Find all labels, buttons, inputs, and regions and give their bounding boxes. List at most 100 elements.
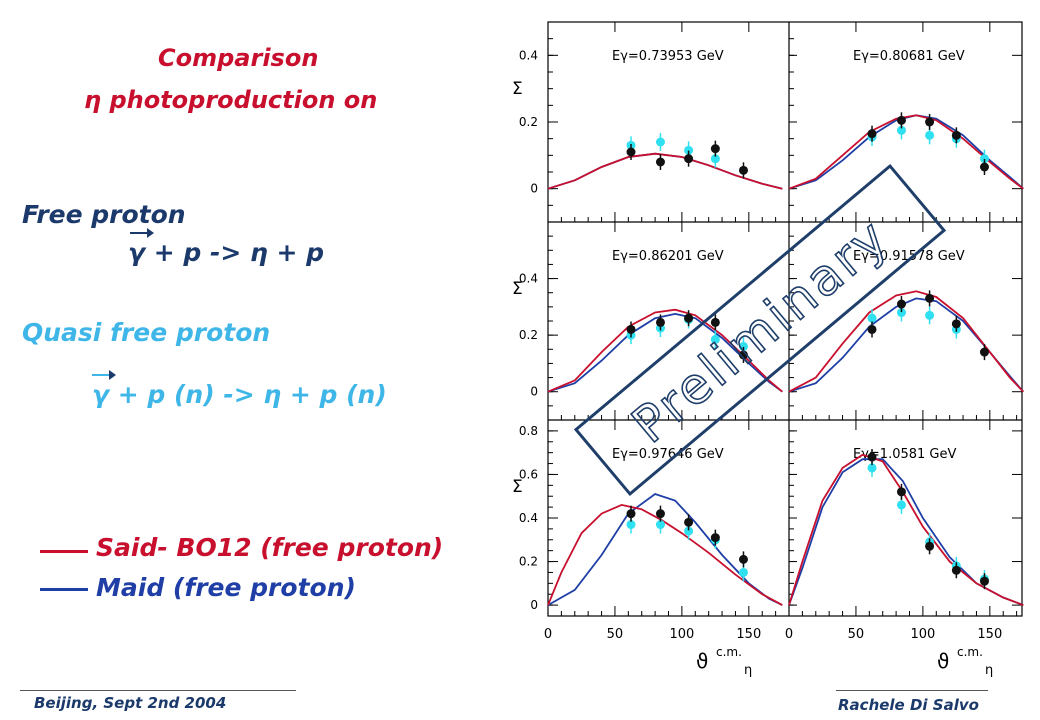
x-tick-label: 100 [669, 627, 694, 642]
footer-left-rule [20, 690, 296, 691]
maid-curve [547, 312, 783, 393]
free-proton-point [738, 554, 748, 564]
quasi-free-point [710, 334, 720, 344]
quasi-free-point [867, 463, 877, 473]
quasi-free-point [684, 526, 694, 536]
y-tick-label: 0.2 [519, 115, 538, 129]
free-proton-point [626, 324, 636, 334]
quasi-free-point [655, 137, 665, 147]
x-tick-label: 50 [607, 627, 624, 642]
slide-title: Comparison [158, 44, 319, 72]
x-tick-label: 100 [910, 627, 935, 642]
free-proton-point [626, 147, 636, 157]
free-proton-point [626, 509, 636, 519]
x-tick-label: 150 [977, 627, 1002, 642]
free-proton-point [710, 317, 720, 327]
free-proton-point [684, 313, 694, 323]
y-axis-label: Σ [512, 477, 523, 497]
panel-energy-label: Eγ=0.73953 GeV [612, 49, 724, 64]
quasi-free-point [896, 308, 906, 318]
said-curve [547, 152, 783, 190]
x-axis-label: η [744, 663, 752, 678]
maid-curve [788, 114, 1024, 190]
x-axis-label: c.m. [716, 645, 742, 659]
legend-said-label: Said- BO12 (free proton) [96, 533, 444, 562]
quasi-free-point [655, 520, 665, 530]
quasi-free-point [738, 341, 748, 351]
y-tick-label: 0.6 [519, 467, 538, 481]
said-curve [788, 290, 1024, 393]
free-proton-reaction: γ + p -> η + p [128, 238, 325, 267]
free-proton-point [655, 509, 665, 519]
free-proton-point [684, 517, 694, 527]
y-axis-label: Σ [512, 279, 523, 299]
quasi-free-proton-reaction: γ + p (n) -> η + p (n) [92, 380, 387, 409]
free-proton-point [655, 157, 665, 167]
footer-event: Beijing, Sept 2nd 2004 [34, 694, 227, 712]
said-curve [547, 503, 783, 606]
free-proton-point [896, 487, 906, 497]
free-proton-point [979, 576, 989, 586]
x-axis-label: ϑ [696, 649, 708, 673]
x-tick-label: 0 [785, 627, 793, 642]
free-proton-point [951, 130, 961, 140]
quasi-free-point [896, 500, 906, 510]
quasi-free-point [896, 125, 906, 135]
photon-polarization-arrow-icon [92, 370, 116, 380]
watermark-box [573, 163, 947, 497]
panel-energy-label: Eγ=0.80681 GeV [853, 49, 965, 64]
footer-author: Rachele Di Salvo [838, 696, 979, 714]
free-proton-point [655, 317, 665, 327]
free-proton-point [925, 293, 935, 303]
y-tick-label: 0.2 [519, 555, 538, 569]
free-proton-point [867, 452, 877, 462]
legend-maid-line [40, 588, 88, 591]
said-curve [788, 114, 1024, 190]
y-tick-label: 0 [530, 182, 538, 196]
free-proton-point [925, 541, 935, 551]
legend-said-line [40, 550, 88, 553]
legend-maid-label: Maid (free proton) [96, 573, 356, 602]
y-axis-label: Σ [512, 79, 523, 99]
free-proton-point [738, 350, 748, 360]
panel-energy-label: Eγ=0.91578 GeV [853, 249, 965, 264]
y-tick-label: 0.2 [519, 328, 538, 342]
quasi-free-point [979, 154, 989, 164]
quasi-free-point [867, 313, 877, 323]
free-proton-point [925, 117, 935, 127]
free-proton-label: Free proton [22, 200, 186, 229]
x-axis-label: c.m. [957, 645, 983, 659]
photon-polarization-arrow-icon [130, 228, 154, 238]
panel-energy-label: Eγ=0.97646 GeV [612, 447, 724, 462]
y-tick-label: 0 [530, 385, 538, 399]
y-tick-label: 0.4 [519, 48, 538, 62]
panel-energy-label: Eγ=1.0581 GeV [853, 447, 956, 462]
maid-curve [547, 493, 783, 606]
free-proton-point [710, 144, 720, 154]
said-curve [547, 308, 783, 393]
y-tick-label: 0.4 [519, 511, 538, 525]
quasi-free-point [925, 310, 935, 320]
plot-frame [547, 21, 1023, 617]
quasi-free-point [684, 145, 694, 155]
free-proton-point [710, 533, 720, 543]
quasi-free-point [925, 130, 935, 140]
slide-subtitle: η photoproduction on [84, 86, 378, 114]
x-tick-label: 150 [736, 627, 761, 642]
x-axis-label: ϑ [937, 649, 949, 673]
said-curve [788, 453, 1024, 606]
x-tick-label: 50 [848, 627, 865, 642]
y-tick-label: 0.8 [519, 424, 538, 438]
y-tick-label: 0 [530, 598, 538, 612]
free-proton-point [951, 565, 961, 575]
quasi-free-proton-label: Quasi free proton [22, 318, 271, 347]
x-axis-label: η [985, 663, 993, 678]
x-tick-label: 0 [544, 627, 552, 642]
quasi-free-point [710, 154, 720, 164]
free-proton-point [867, 129, 877, 139]
free-proton-point [684, 154, 694, 164]
free-proton-point [896, 299, 906, 309]
free-proton-point [867, 324, 877, 334]
free-proton-point [738, 165, 748, 175]
